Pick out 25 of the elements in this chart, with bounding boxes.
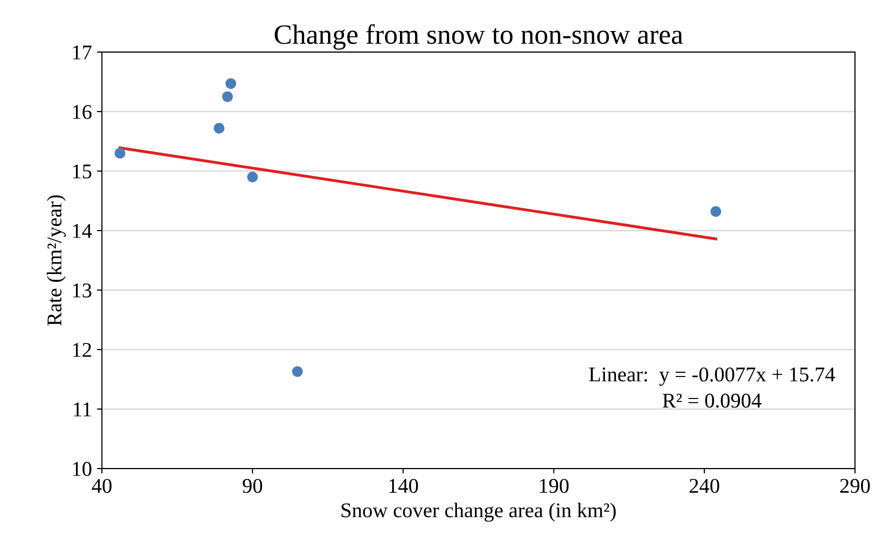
point <box>114 148 126 159</box>
y-tick-label: 16 <box>73 104 92 119</box>
y-tick-label: 13 <box>73 283 92 298</box>
chart-title: Change from snow to non-snow area <box>274 24 683 50</box>
point <box>247 172 258 182</box>
point <box>710 206 722 217</box>
y-tick-label: 14 <box>73 224 92 238</box>
point <box>214 122 224 134</box>
x-tick-label: 40 <box>92 478 112 493</box>
point <box>222 91 233 102</box>
x-tick-label: 240 <box>690 478 720 493</box>
y-tick-label: 15 <box>73 164 92 178</box>
x-axis-title: Snow cover change area (in km²) <box>342 502 616 522</box>
point <box>225 78 236 89</box>
x-tick-label: 140 <box>389 478 418 493</box>
y-tick-label: 12 <box>73 342 92 357</box>
x-tick-label: 290 <box>840 478 870 493</box>
annotation: Linear: y = -0.0077x + 15.74 R² = 0.0904 <box>589 367 835 408</box>
x-tick-label: 190 <box>540 478 569 493</box>
y-tick-label: 17 <box>73 46 92 60</box>
point <box>292 366 303 377</box>
x-tick-label: 90 <box>242 478 262 493</box>
y-tick-label: 10 <box>73 462 92 476</box>
y-axis-title: Rate (km²/year) <box>46 195 66 326</box>
y-tick-label: 11 <box>74 402 91 416</box>
